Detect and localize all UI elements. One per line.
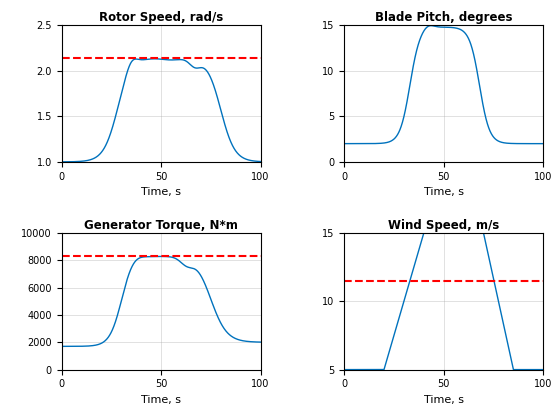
X-axis label: Time, s: Time, s [424, 187, 464, 197]
X-axis label: Time, s: Time, s [424, 395, 464, 405]
Title: Blade Pitch, degrees: Blade Pitch, degrees [375, 11, 512, 24]
X-axis label: Time, s: Time, s [141, 187, 181, 197]
X-axis label: Time, s: Time, s [141, 395, 181, 405]
Title: Wind Speed, m/s: Wind Speed, m/s [388, 219, 500, 232]
Title: Generator Torque, N*m: Generator Torque, N*m [84, 219, 238, 232]
Title: Rotor Speed, rad/s: Rotor Speed, rad/s [99, 11, 223, 24]
